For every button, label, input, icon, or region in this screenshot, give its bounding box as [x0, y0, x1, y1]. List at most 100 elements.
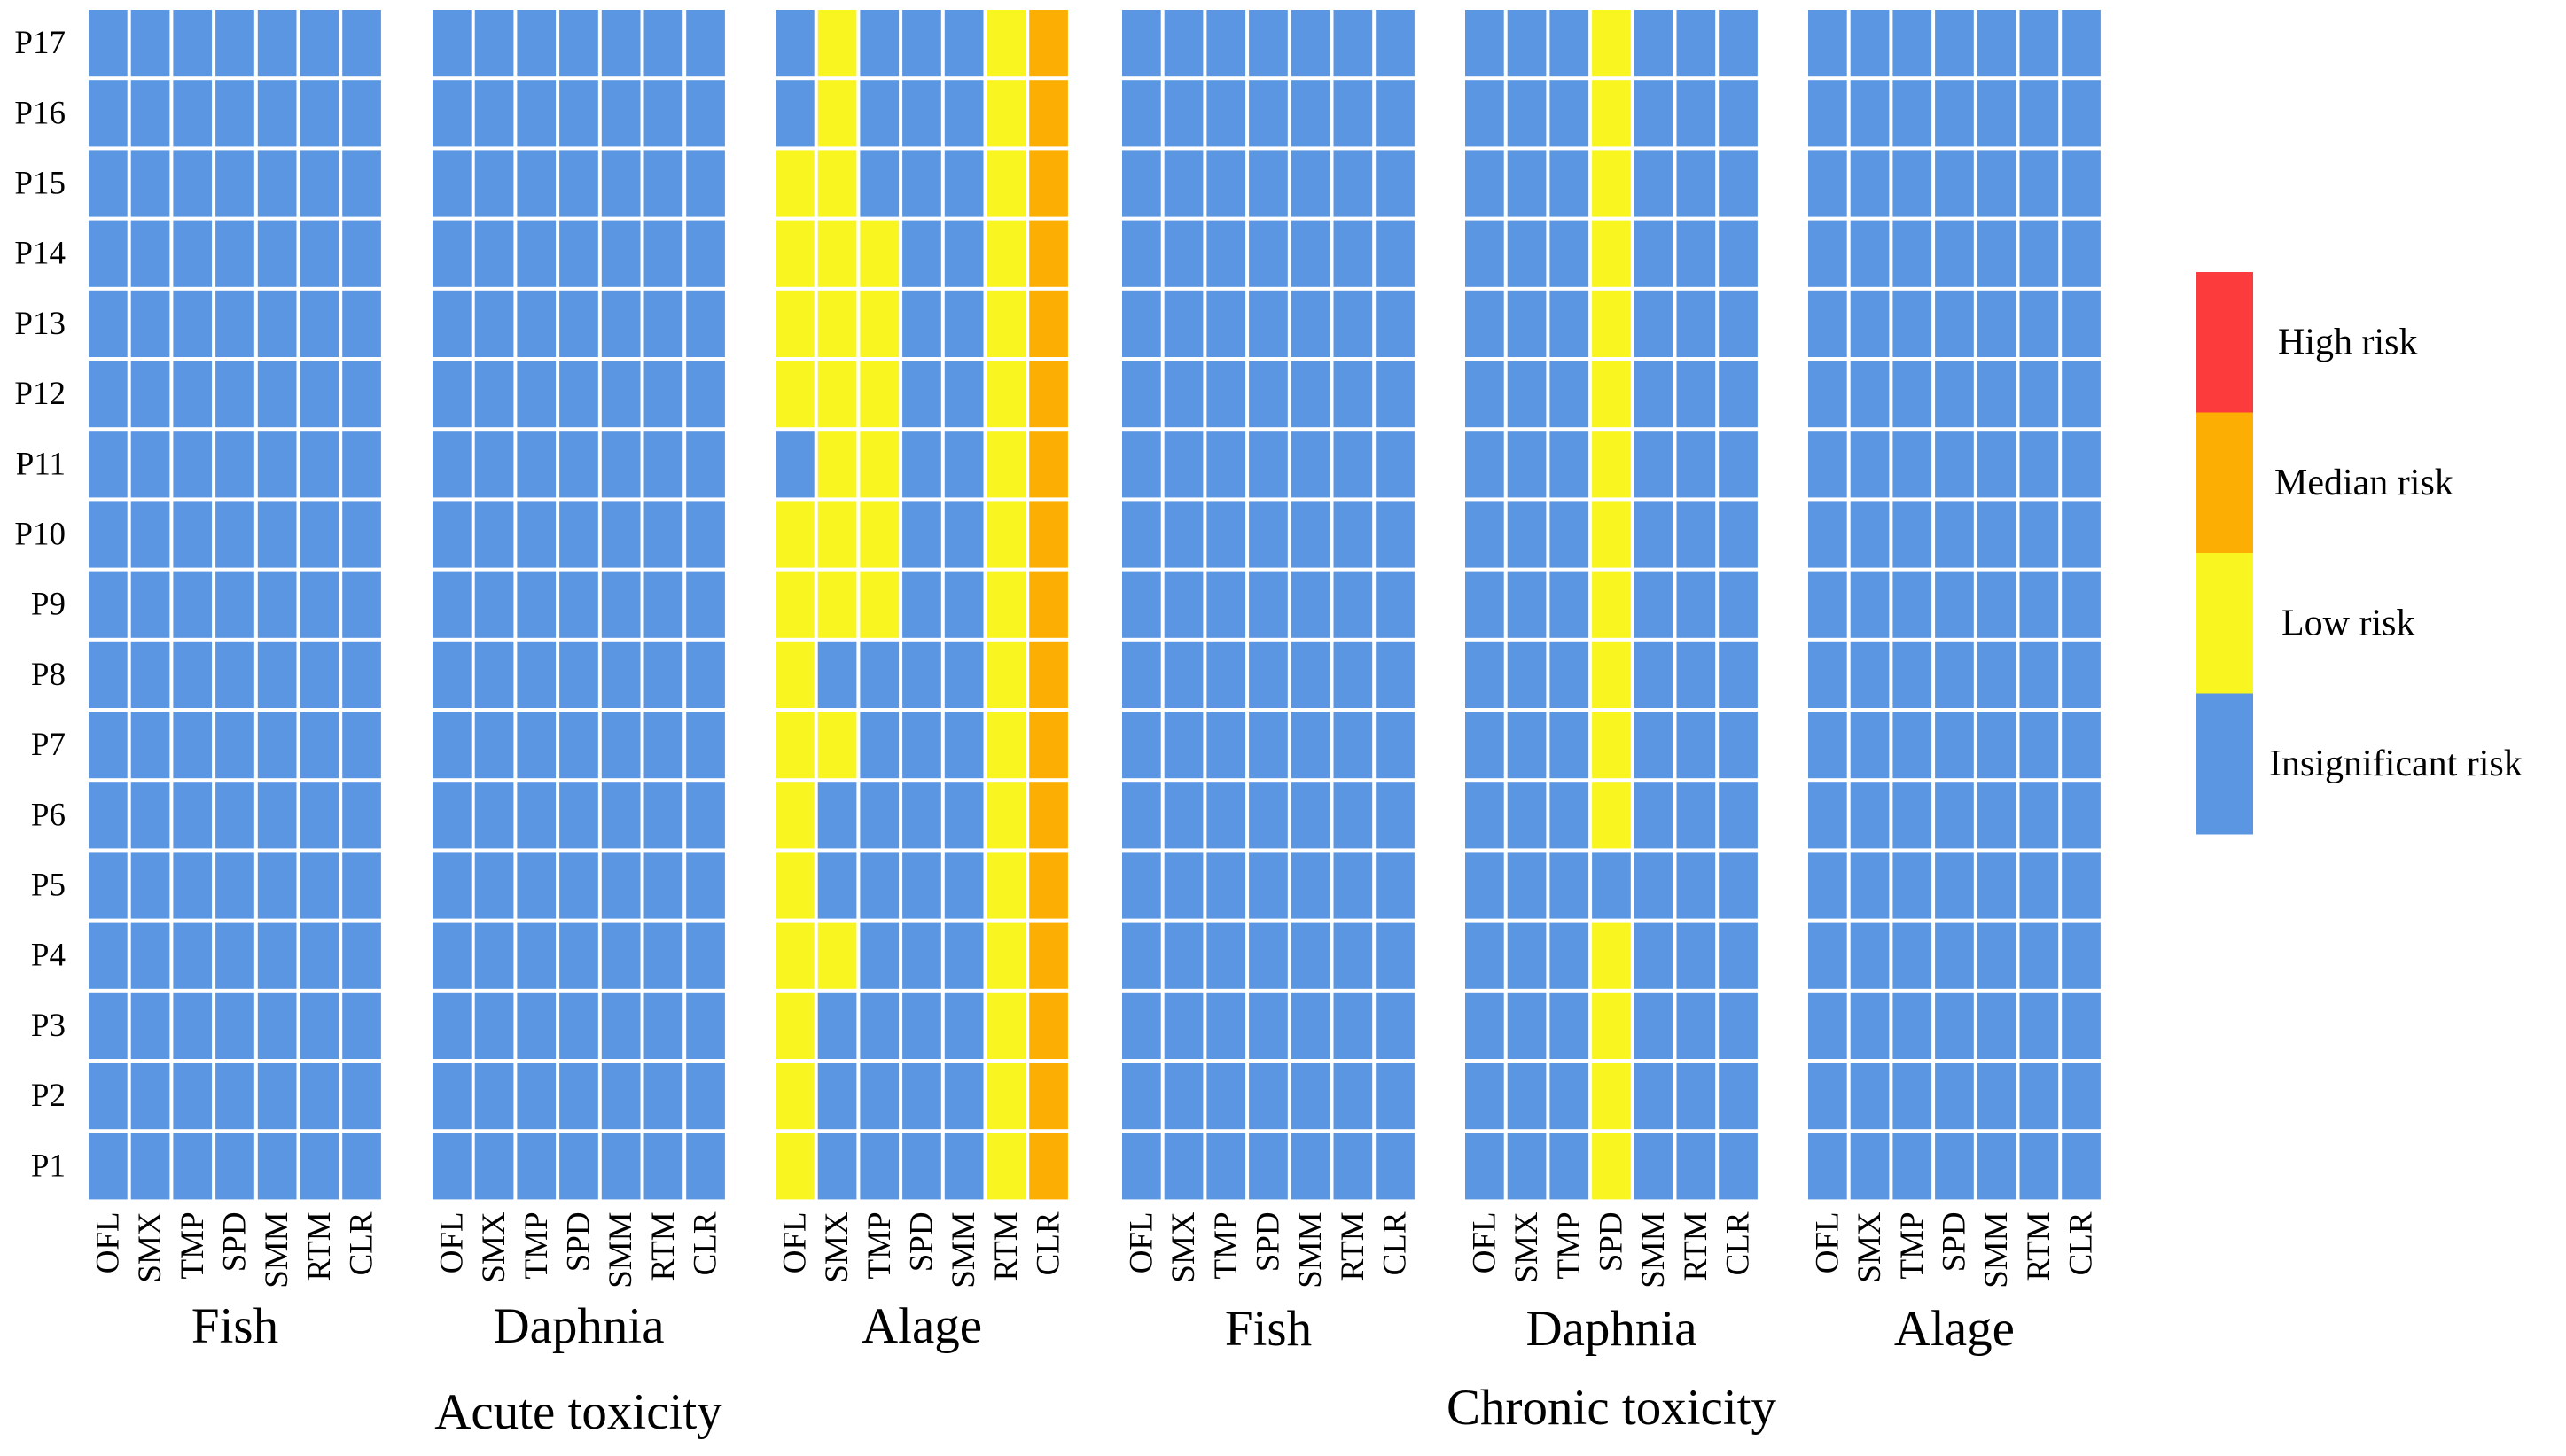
heatmap-cell — [300, 922, 339, 989]
heatmap-cell — [433, 1063, 472, 1130]
heatmap-cell — [860, 10, 900, 77]
heatmap-cell — [1850, 992, 1890, 1059]
heatmap-cell — [130, 1133, 170, 1200]
heatmap-cell — [1892, 1063, 1932, 1130]
heatmap-cell — [559, 641, 598, 708]
heatmap-cell — [1376, 922, 1415, 989]
heatmap-cell — [2062, 431, 2101, 498]
heatmap-cell — [257, 922, 297, 989]
heatmap-cell — [1850, 10, 1890, 77]
heatmap-cell — [1892, 992, 1932, 1059]
heatmap-cell — [1808, 361, 1847, 428]
heatmap-cell — [776, 712, 815, 779]
heatmap-cell — [342, 220, 381, 287]
heatmap-cell — [1249, 150, 1288, 217]
heatmap-cell — [1376, 220, 1415, 287]
column-label: CLR — [1720, 1211, 1757, 1275]
heatmap-cell — [1465, 1063, 1504, 1130]
heatmap-cell — [257, 290, 297, 357]
heatmap-cell — [1465, 361, 1504, 428]
heatmap-cell — [1333, 80, 1373, 147]
heatmap-cell — [1376, 852, 1415, 919]
heatmap-cell — [1376, 1063, 1415, 1130]
heatmap-cell — [2019, 10, 2059, 77]
heatmap-cell — [686, 361, 725, 428]
heatmap-cell — [1719, 852, 1758, 919]
heatmap-cell — [1122, 150, 1161, 217]
heatmap-cell — [902, 1133, 941, 1200]
heatmap-cell — [173, 1063, 213, 1130]
heatmap-cell — [1206, 1133, 1246, 1200]
heatmap-cell — [686, 1133, 725, 1200]
heatmap-cell — [1206, 361, 1246, 428]
heatmap-cell — [776, 10, 815, 77]
heatmap-cell — [89, 431, 128, 498]
heatmap-cell — [987, 712, 1026, 779]
heatmap-cell — [1164, 712, 1204, 779]
heatmap-cell — [2062, 922, 2101, 989]
heatmap-cell — [987, 431, 1026, 498]
heatmap-cell — [2019, 220, 2059, 287]
heatmap-cell — [1206, 220, 1246, 287]
heatmap-cell — [1465, 712, 1504, 779]
column-label: RTM — [301, 1211, 338, 1281]
column-label: CLR — [688, 1211, 724, 1275]
heatmap-cell — [173, 290, 213, 357]
heatmap-cell — [1465, 852, 1504, 919]
heatmap-cell — [987, 641, 1026, 708]
heatmap-cell — [342, 501, 381, 568]
heatmap-cell — [817, 852, 857, 919]
heatmap-cell — [1808, 1133, 1847, 1200]
heatmap-cell — [860, 922, 900, 989]
heatmap-cell — [1676, 922, 1716, 989]
heatmap-cell — [559, 922, 598, 989]
heatmap-cell — [776, 501, 815, 568]
heatmap-cell — [1376, 290, 1415, 357]
heatmap-cell — [776, 641, 815, 708]
heatmap-cell — [860, 992, 900, 1059]
heatmap-cell — [342, 852, 381, 919]
heatmap-cell — [300, 10, 339, 77]
row-label: P1 — [31, 1148, 66, 1184]
heatmap-cell — [1465, 1133, 1504, 1200]
heatmap-cell — [89, 641, 128, 708]
row-label: P12 — [14, 376, 66, 412]
heatmap-cell — [130, 150, 170, 217]
heatmap-cell — [817, 220, 857, 287]
heatmap-cell — [1164, 80, 1204, 147]
heatmap-cell — [517, 220, 557, 287]
heatmap-cell — [1676, 150, 1716, 217]
heatmap-cell — [776, 1133, 815, 1200]
column-label: SPD — [904, 1211, 940, 1272]
heatmap-cell — [944, 992, 984, 1059]
heatmap-cell — [1164, 501, 1204, 568]
heatmap-cell — [1291, 641, 1330, 708]
heatmap-cell — [1634, 431, 1673, 498]
heatmap-cell — [643, 431, 683, 498]
panel-chronic-toxicity-alage — [1808, 10, 2101, 1200]
heatmap-cell — [1892, 431, 1932, 498]
heatmap-cell — [1808, 220, 1847, 287]
heatmap-cell — [1507, 80, 1547, 147]
heatmap-cell — [1249, 10, 1288, 77]
heatmap-cell — [1676, 641, 1716, 708]
heatmap-cell — [1507, 10, 1547, 77]
heatmap-cell — [686, 1063, 725, 1130]
heatmap-cell — [215, 150, 254, 217]
heatmap-cell — [643, 150, 683, 217]
heatmap-cell — [686, 290, 725, 357]
heatmap-cell — [1291, 922, 1330, 989]
heatmap-cell — [1935, 641, 1974, 708]
heatmap-cell — [1507, 922, 1547, 989]
heatmap-cell — [1676, 992, 1716, 1059]
panel-acute-toxicity-alage — [776, 10, 1068, 1200]
heatmap-cell — [1935, 150, 1974, 217]
heatmap-cell — [601, 641, 641, 708]
column-label: RTM — [988, 1211, 1025, 1281]
heatmap-cell — [2019, 992, 2059, 1059]
heatmap-cell — [1808, 501, 1847, 568]
heatmap-cell — [1977, 1063, 2016, 1130]
heatmap-cell — [860, 712, 900, 779]
row-label: P16 — [14, 95, 66, 131]
heatmap-cell — [559, 10, 598, 77]
